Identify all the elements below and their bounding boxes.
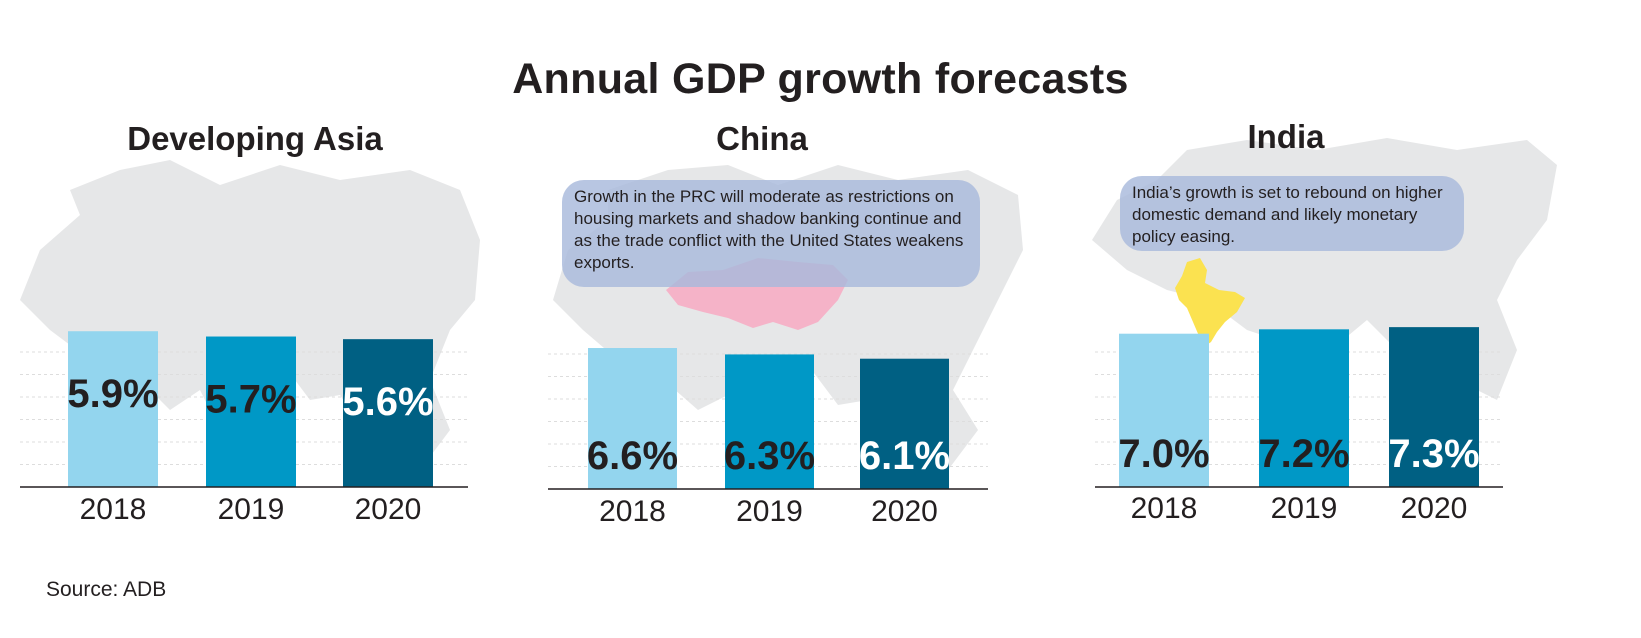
bar-2020 (343, 339, 433, 487)
india-callout: India’s growth is set to rebound on high… (1120, 176, 1464, 251)
bar-2018 (68, 331, 158, 487)
bar-value-label: 6.3% (724, 434, 815, 478)
bar-value-label: 7.0% (1118, 432, 1209, 476)
bar-2018 (1119, 333, 1209, 487)
x-tick-label: 2020 (871, 495, 938, 528)
panel-india: India 7.0% 2018 7.2% 2019 7.3% 2020 (1092, 118, 1557, 525)
source-note: Source: ADB (46, 578, 167, 601)
x-tick-label: 2019 (736, 495, 803, 528)
bar-value-label: 6.1% (859, 434, 950, 478)
bar-value-label: 7.3% (1388, 432, 1479, 476)
bar-2020 (1389, 327, 1479, 487)
bar-value-label: 5.9% (67, 372, 158, 416)
bar-2018 (588, 348, 677, 489)
bar-2019 (725, 354, 814, 489)
bar-value-label: 7.2% (1258, 432, 1349, 476)
bar-2019 (206, 336, 296, 487)
x-tick-label: 2018 (80, 493, 147, 526)
x-tick-label: 2018 (599, 495, 666, 528)
panel-developing-asia: Developing Asia 5.9% 2018 5.7% 2019 5.6% 2020 (20, 120, 480, 526)
x-tick-label: 2020 (355, 493, 422, 526)
bar-value-label: 5.7% (205, 378, 296, 422)
bar-value-label: 6.6% (587, 434, 678, 478)
bar-2020 (860, 358, 949, 489)
india-highlight (1175, 258, 1245, 346)
panel-title: Developing Asia (127, 120, 383, 157)
bar-value-label: 5.6% (342, 380, 433, 424)
china-callout: Growth in the PRC will moderate as restr… (562, 180, 980, 287)
bar-2019 (1259, 329, 1349, 487)
x-tick-label: 2019 (1271, 492, 1338, 525)
x-tick-label: 2018 (1131, 492, 1198, 525)
x-tick-label: 2019 (218, 493, 285, 526)
panel-title: India (1247, 118, 1325, 155)
panel-title: China (716, 120, 808, 157)
chart-title: Annual GDP growth forecasts (512, 55, 1129, 103)
x-tick-label: 2020 (1401, 492, 1468, 525)
